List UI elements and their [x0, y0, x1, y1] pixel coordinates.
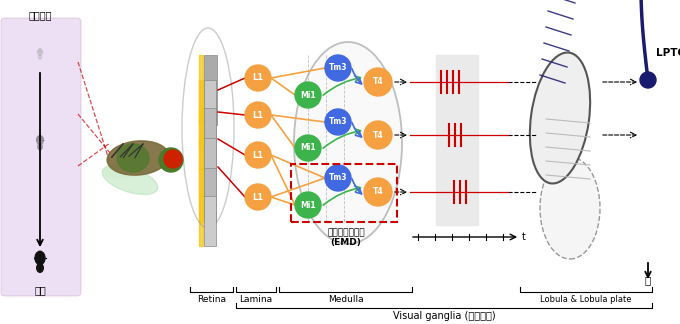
Circle shape [364, 68, 392, 96]
Polygon shape [204, 168, 216, 222]
Circle shape [245, 142, 271, 168]
Circle shape [640, 72, 656, 88]
Text: 수용영역: 수용영역 [29, 10, 52, 20]
FancyBboxPatch shape [1, 18, 81, 296]
Text: T4: T4 [373, 77, 384, 87]
Ellipse shape [102, 166, 158, 194]
Text: 물체: 물체 [34, 285, 46, 295]
Circle shape [325, 109, 351, 135]
Text: Retina: Retina [197, 295, 226, 304]
Text: Lamina: Lamina [239, 295, 273, 304]
Text: Tm3: Tm3 [328, 64, 347, 73]
Text: Tm3: Tm3 [328, 118, 347, 126]
Circle shape [164, 150, 182, 168]
Text: Medulla: Medulla [328, 295, 363, 304]
Circle shape [159, 148, 183, 172]
Circle shape [364, 121, 392, 149]
Circle shape [325, 55, 351, 81]
Circle shape [364, 178, 392, 206]
Text: L1: L1 [252, 151, 264, 159]
Ellipse shape [37, 135, 44, 145]
Ellipse shape [540, 157, 600, 259]
Circle shape [295, 135, 321, 161]
Text: Visual ganglia (시신경절): Visual ganglia (시신경절) [392, 311, 495, 321]
Text: 뇌: 뇌 [645, 275, 651, 285]
Circle shape [245, 102, 271, 128]
Ellipse shape [35, 251, 45, 265]
Text: Lobula & Lobula plate: Lobula & Lobula plate [540, 295, 632, 304]
Circle shape [245, 65, 271, 91]
Text: 기본동작감지기
(EMD): 기본동작감지기 (EMD) [327, 228, 364, 248]
Circle shape [295, 82, 321, 108]
Text: Mi1: Mi1 [300, 201, 316, 210]
Ellipse shape [117, 144, 149, 172]
Circle shape [245, 184, 271, 210]
Text: Mi1: Mi1 [300, 144, 316, 153]
Circle shape [325, 165, 351, 191]
Ellipse shape [37, 263, 44, 272]
Polygon shape [204, 196, 216, 246]
Polygon shape [204, 108, 216, 170]
Ellipse shape [37, 49, 42, 55]
Ellipse shape [38, 144, 42, 150]
Ellipse shape [530, 52, 590, 183]
Circle shape [295, 192, 321, 218]
Ellipse shape [294, 42, 402, 244]
Text: Mi1: Mi1 [300, 90, 316, 99]
Text: L1: L1 [252, 110, 264, 120]
Polygon shape [204, 138, 216, 196]
Text: LPTCs: LPTCs [656, 48, 680, 58]
Ellipse shape [38, 55, 41, 59]
Text: T4: T4 [373, 131, 384, 140]
Ellipse shape [103, 158, 157, 178]
Polygon shape [203, 80, 216, 145]
Text: Tm3: Tm3 [328, 173, 347, 182]
Text: T4: T4 [373, 188, 384, 196]
Text: L1: L1 [252, 74, 264, 83]
Ellipse shape [107, 141, 169, 175]
Text: L1: L1 [252, 192, 264, 202]
Polygon shape [203, 55, 216, 125]
Text: t: t [522, 232, 526, 242]
